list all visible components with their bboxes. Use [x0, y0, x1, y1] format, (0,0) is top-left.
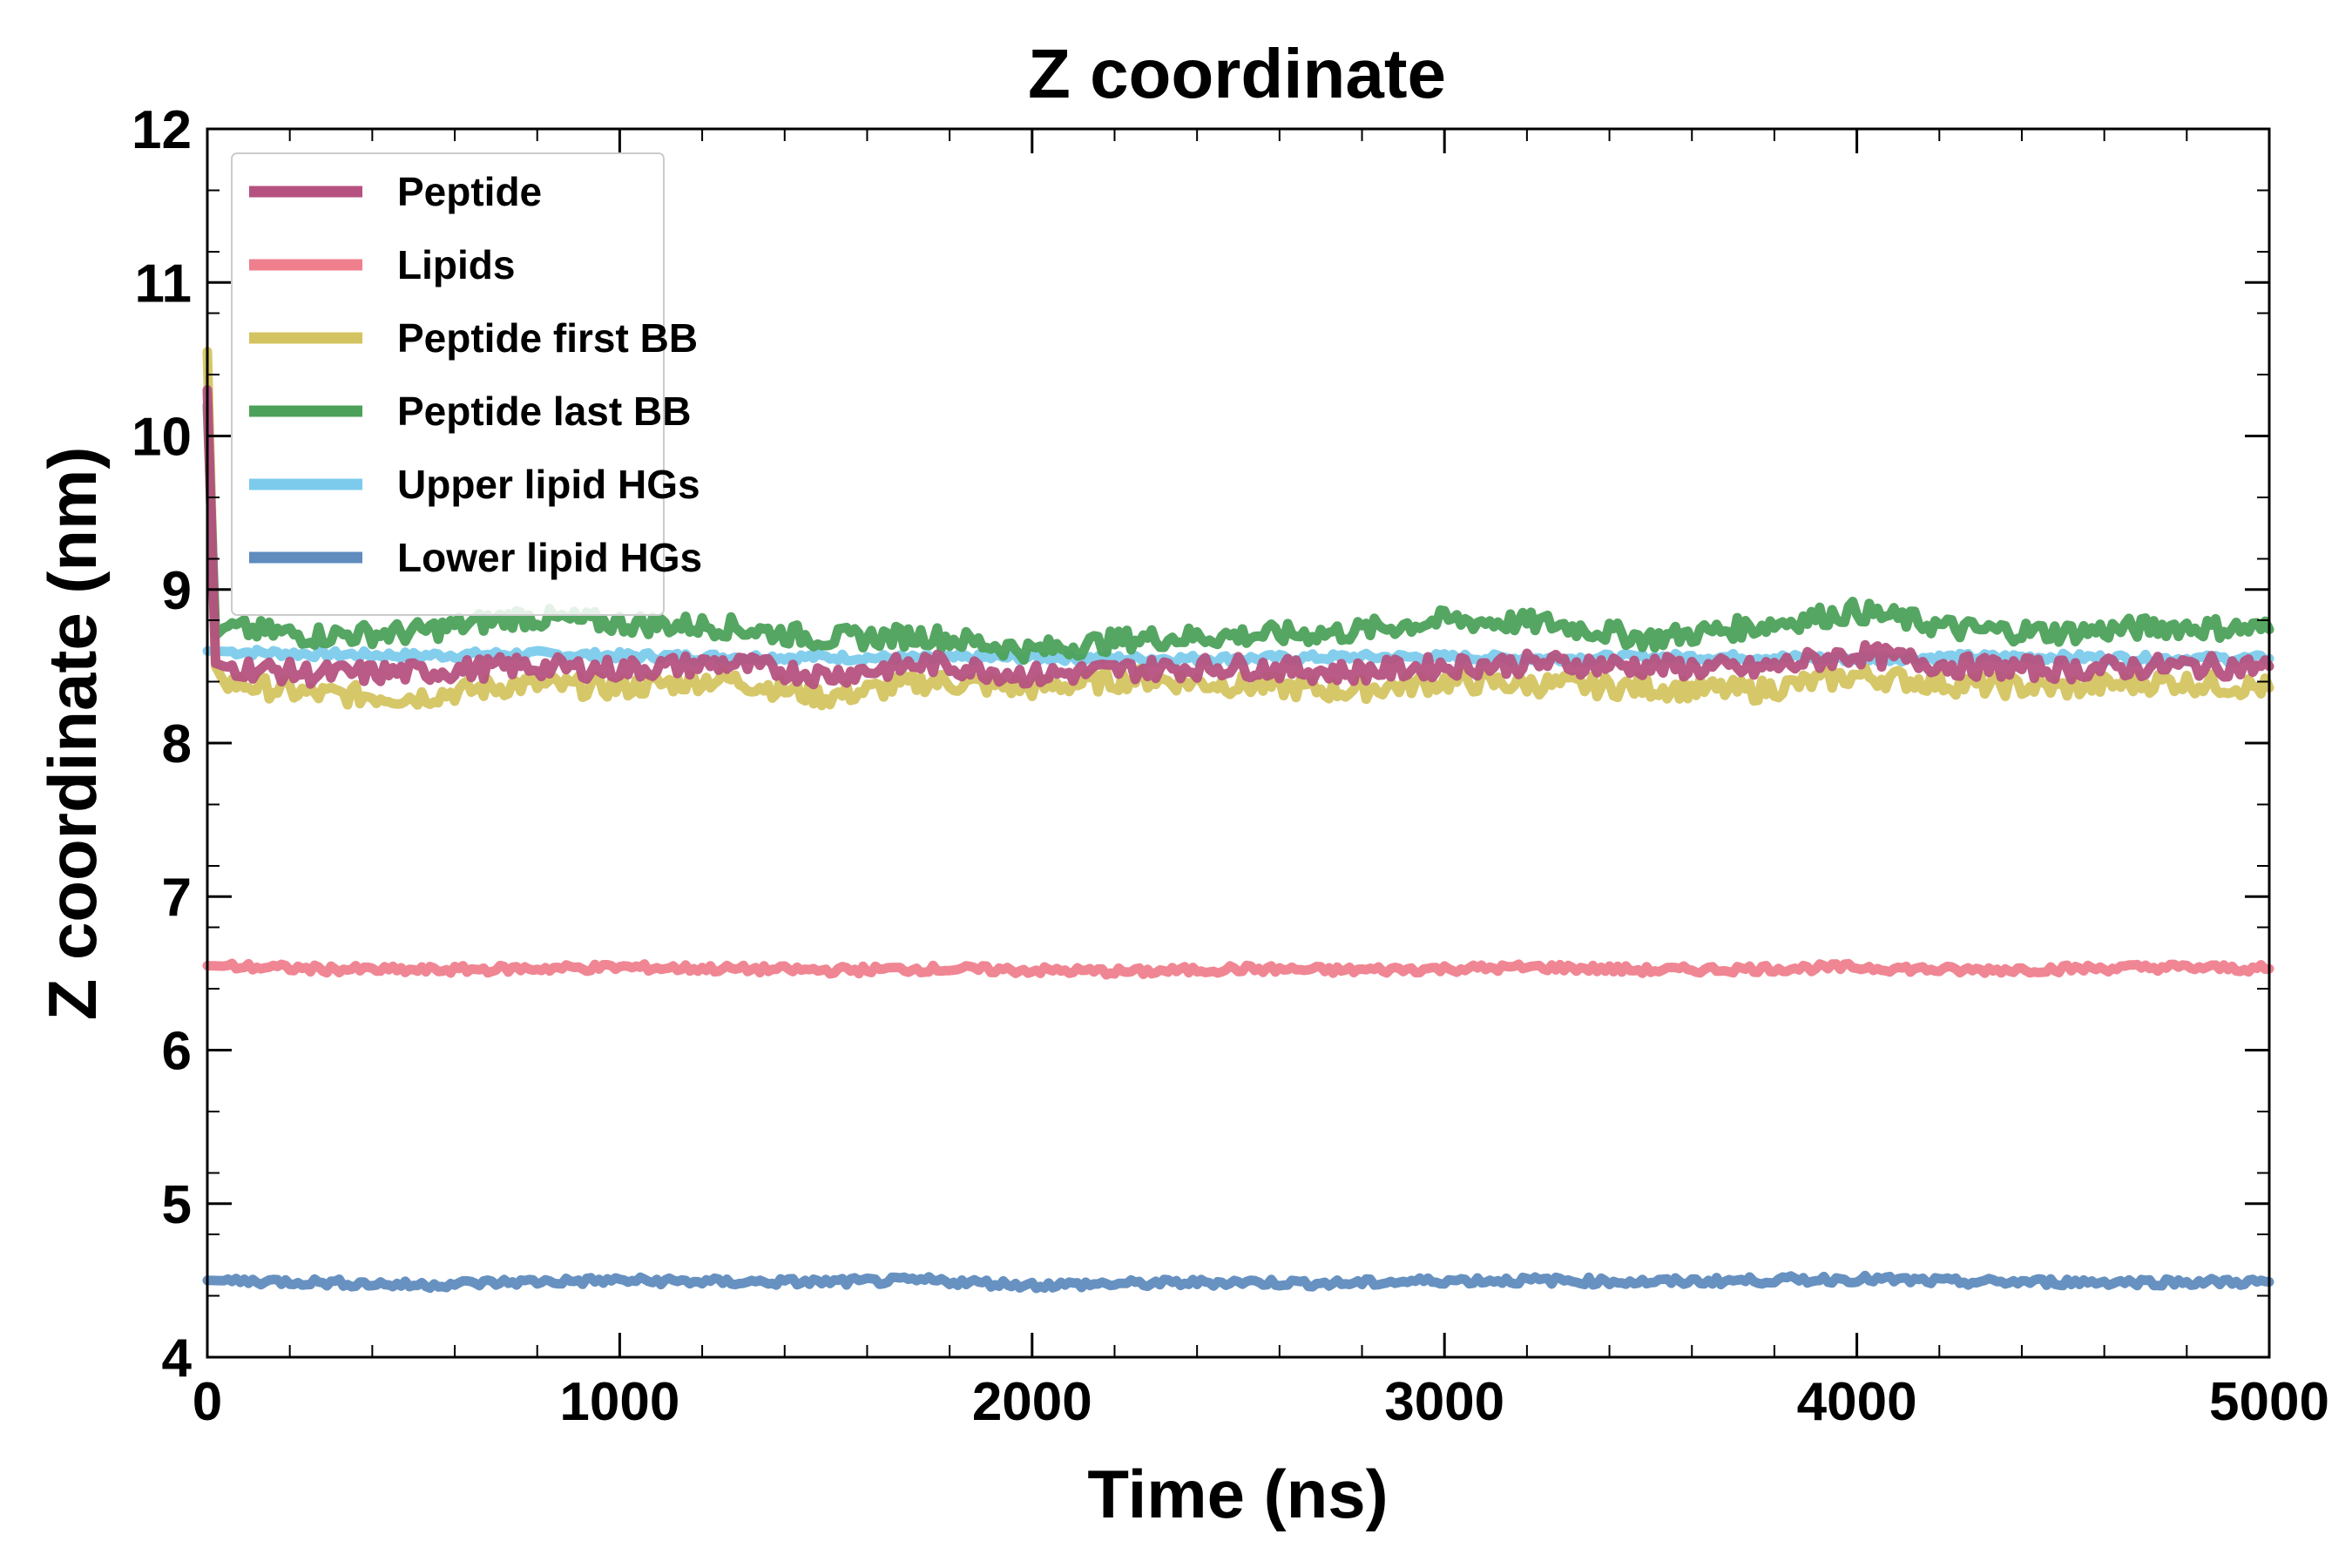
y-tick-label: 6	[162, 1022, 192, 1082]
y-tick-label: 7	[162, 868, 192, 928]
legend: Peptide Lipids Peptide first BB Peptide las…	[231, 152, 702, 616]
x-tick-label: 0	[193, 1372, 222, 1432]
series-line-peptide-first-bb	[202, 347, 2274, 711]
y-tick-label: 11	[134, 253, 192, 314]
y-tick-label: 10	[132, 408, 192, 468]
y-tick-label: 12	[132, 100, 192, 160]
series-line-peptide	[202, 385, 2274, 690]
x-tick-label: 2000	[972, 1372, 1092, 1432]
y-tick-label: 4	[162, 1328, 193, 1389]
x-tick-label: 1000	[559, 1372, 679, 1432]
y-axis-title: Z coordinate (nm)	[34, 447, 111, 1021]
x-tick-label: 3000	[1384, 1372, 1504, 1432]
chart-title: Z coordinate	[1028, 35, 1446, 112]
legend-label-peptide-first-bb: Peptide first BB	[397, 315, 698, 361]
legend-label-peptide-last-bb: Peptide last BB	[397, 389, 691, 434]
legend-label-upper-lipid-hgs: Upper lipid HGs	[397, 462, 700, 507]
x-tick-label: 4000	[1797, 1372, 1917, 1432]
ticks-layer: 0 1000 2000 3000 4000 5000 4 5 6 7 8 9 10 11 12	[132, 100, 2329, 1432]
y-tick-label: 8	[162, 714, 192, 774]
series-line-lower-lipid-hgs	[202, 1270, 2274, 1294]
y-tick-label: 5	[162, 1175, 192, 1235]
y-tick-label: 9	[162, 561, 192, 621]
series-line-lipids	[202, 958, 2274, 980]
legend-label-lipids: Lipids	[397, 242, 515, 287]
x-axis-title: Time (ns)	[1087, 1456, 1388, 1532]
legend-label-peptide: Peptide	[397, 169, 542, 214]
x-tick-label: 5000	[2209, 1372, 2329, 1432]
legend-label-lower-lipid-hgs: Lower lipid HGs	[397, 535, 702, 580]
